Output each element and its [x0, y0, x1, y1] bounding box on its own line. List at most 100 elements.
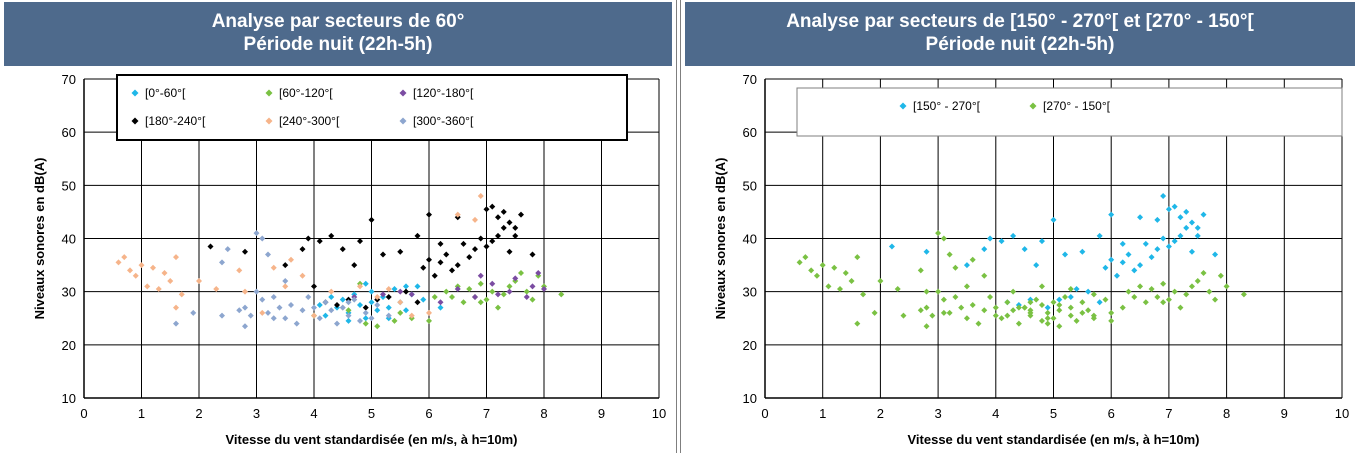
- data-point: [987, 293, 994, 300]
- data-point: [408, 291, 415, 298]
- data-point: [403, 288, 409, 295]
- data-point: [362, 309, 369, 316]
- data-point: [1188, 219, 1195, 226]
- y-tick-label: 10: [62, 391, 76, 406]
- data-point: [1056, 323, 1063, 330]
- data-point: [437, 259, 444, 266]
- data-point: [357, 283, 363, 290]
- data-point: [1027, 299, 1034, 306]
- data-point: [288, 256, 294, 263]
- chart-title-line-2: Période nuit (22h-5h): [243, 34, 433, 55]
- data-point: [929, 312, 936, 319]
- data-point: [1021, 246, 1028, 253]
- y-tick-label: 30: [743, 285, 757, 300]
- x-tick-label: 1: [138, 406, 145, 421]
- data-point: [1108, 317, 1115, 324]
- data-point: [1056, 296, 1063, 303]
- data-point: [1165, 206, 1172, 213]
- data-point: [345, 299, 352, 306]
- data-point: [1194, 224, 1201, 231]
- data-point: [443, 251, 450, 258]
- y-tick-label: 50: [743, 178, 757, 193]
- data-point: [495, 304, 501, 311]
- data-point: [825, 283, 832, 290]
- data-point: [935, 288, 942, 295]
- data-point: [460, 240, 467, 247]
- data-point: [328, 293, 335, 300]
- data-point: [265, 309, 271, 316]
- data-point: [877, 278, 884, 285]
- data-point: [408, 312, 415, 319]
- data-point: [1200, 211, 1207, 218]
- data-point: [1062, 293, 1069, 300]
- data-point: [420, 296, 427, 303]
- data-point: [1021, 304, 1028, 311]
- data-point: [1154, 246, 1161, 253]
- data-point: [1188, 248, 1195, 255]
- data-point: [414, 299, 421, 306]
- data-point: [917, 307, 924, 314]
- data-point: [969, 256, 976, 263]
- data-point: [305, 293, 312, 300]
- data-point: [923, 304, 930, 311]
- data-point: [426, 211, 432, 218]
- data-point: [854, 254, 861, 261]
- data-point: [1050, 216, 1057, 223]
- data-point: [1015, 320, 1022, 327]
- data-point: [385, 286, 392, 293]
- y-tick-label: 40: [62, 232, 76, 247]
- data-point: [121, 254, 128, 261]
- data-point: [345, 317, 352, 324]
- data-point: [489, 280, 496, 287]
- chart-legend: [116, 74, 628, 141]
- data-point: [339, 304, 346, 311]
- data-point: [385, 293, 392, 300]
- x-tick-label: 8: [1223, 406, 1230, 421]
- data-point: [414, 232, 421, 239]
- data-point: [1038, 238, 1045, 245]
- data-point: [483, 296, 490, 303]
- data-point: [213, 286, 220, 293]
- data-point: [276, 304, 283, 311]
- data-point: [282, 315, 289, 322]
- data-point: [368, 299, 375, 306]
- data-point: [449, 293, 455, 300]
- data-point: [339, 296, 346, 303]
- data-point: [1119, 240, 1126, 247]
- data-point: [1027, 307, 1034, 314]
- data-point: [380, 291, 386, 298]
- data-point: [357, 301, 363, 308]
- data-point: [431, 272, 438, 279]
- data-point: [1240, 291, 1247, 298]
- data-point: [460, 299, 467, 306]
- data-point: [322, 312, 329, 319]
- data-point: [495, 232, 501, 239]
- x-tick-label: 9: [598, 406, 605, 421]
- data-point: [1033, 296, 1040, 303]
- data-point: [900, 312, 907, 319]
- x-tick-label: 5: [1050, 406, 1057, 421]
- data-point: [981, 307, 988, 314]
- data-point: [1165, 243, 1172, 250]
- data-point: [311, 304, 317, 311]
- data-point: [397, 288, 404, 295]
- data-point: [998, 238, 1005, 245]
- data-point: [512, 232, 519, 239]
- data-point: [489, 238, 496, 245]
- x-tick-label: 2: [195, 406, 202, 421]
- x-tick-label: 9: [1281, 406, 1288, 421]
- data-point: [1137, 214, 1144, 221]
- data-point: [940, 296, 947, 303]
- data-point: [316, 315, 323, 322]
- data-point: [477, 299, 484, 306]
- data-point: [1142, 240, 1149, 247]
- data-point: [144, 283, 151, 290]
- data-point: [1183, 291, 1190, 298]
- legend-marker: [899, 102, 907, 110]
- chart-legend: [796, 87, 1343, 137]
- data-point: [167, 278, 174, 285]
- x-tick-label: 5: [368, 406, 375, 421]
- data-point: [1171, 238, 1178, 245]
- data-point: [500, 291, 507, 298]
- data-point: [403, 283, 409, 290]
